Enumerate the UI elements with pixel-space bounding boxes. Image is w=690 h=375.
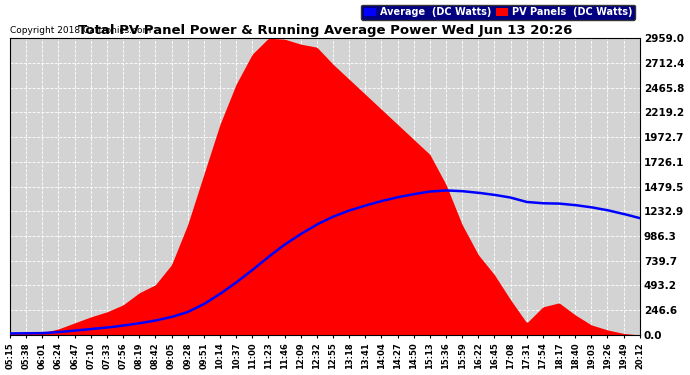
Text: Copyright 2018 Cartronics.com: Copyright 2018 Cartronics.com bbox=[10, 26, 151, 35]
Title: Total PV Panel Power & Running Average Power Wed Jun 13 20:26: Total PV Panel Power & Running Average P… bbox=[78, 24, 572, 37]
Legend: Average  (DC Watts), PV Panels  (DC Watts): Average (DC Watts), PV Panels (DC Watts) bbox=[362, 4, 635, 20]
